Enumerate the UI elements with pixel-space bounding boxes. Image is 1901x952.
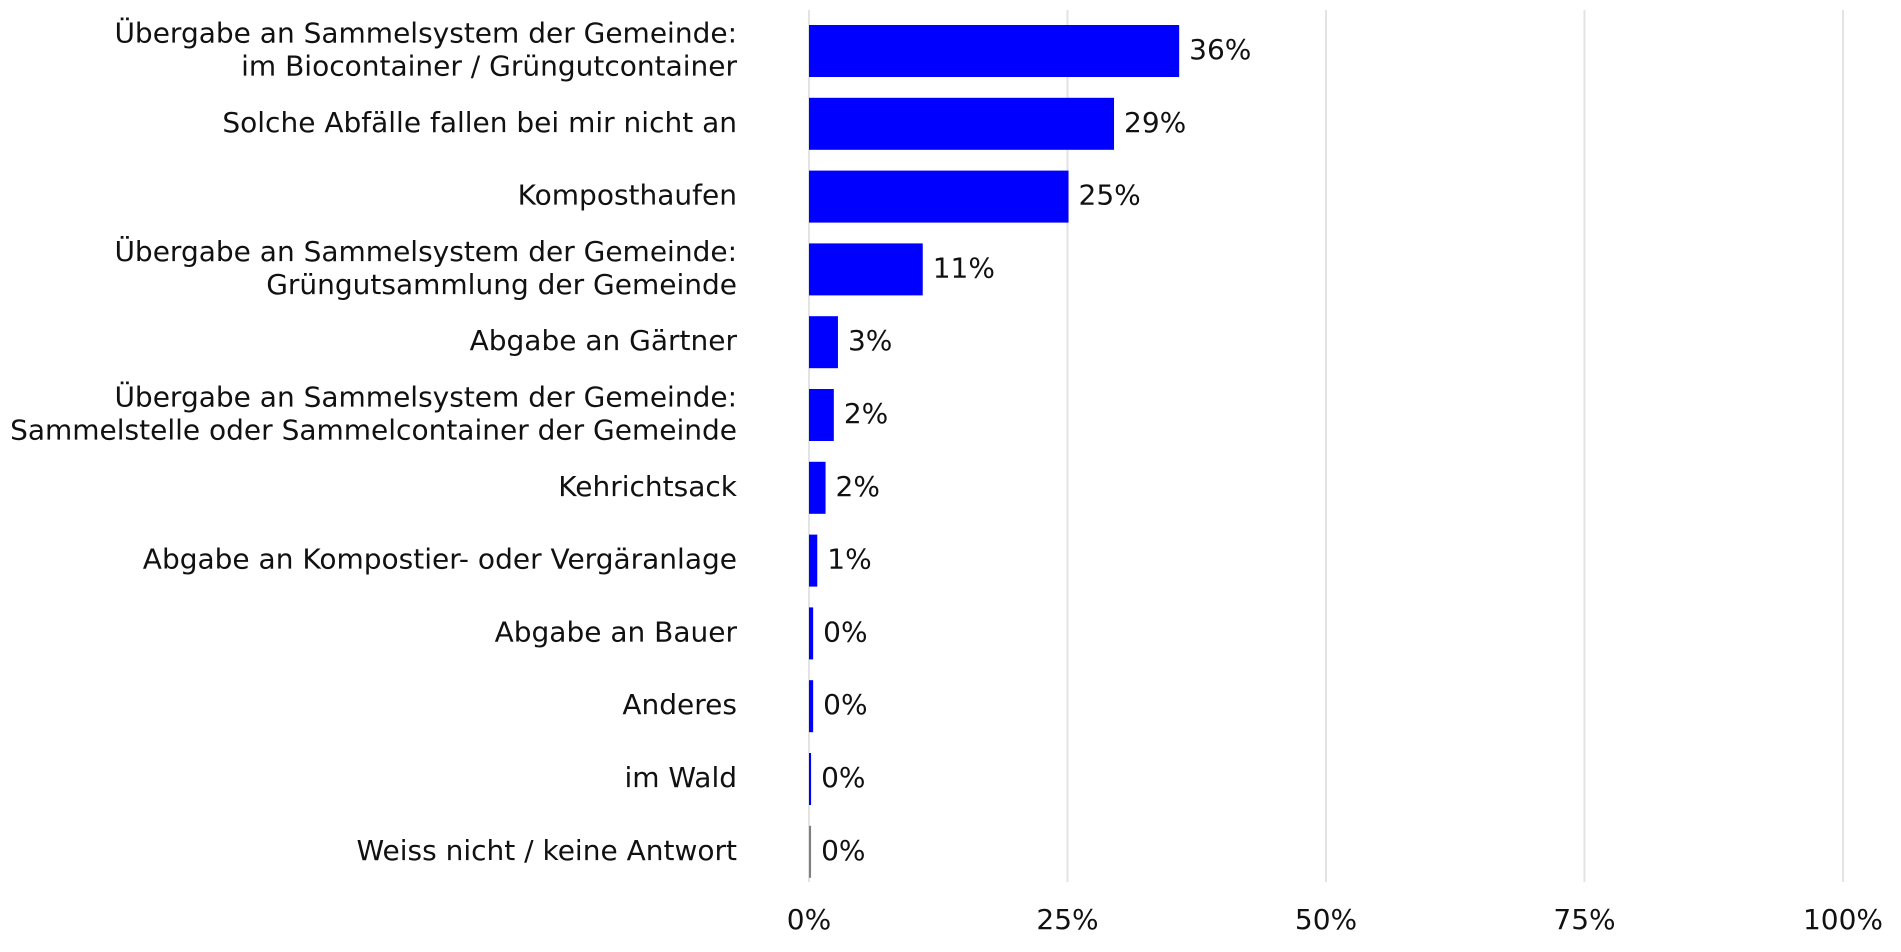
category-label: Solche Abfälle fallen bei mir nicht an (222, 106, 737, 139)
category-label: Abgabe an Gärtner (470, 324, 738, 357)
category-label: Anderes (622, 688, 737, 721)
value-label: 25% (1079, 179, 1141, 212)
value-label: 0% (821, 834, 865, 867)
category-line: Sammelstelle oder Sammelcontainer der Ge… (10, 414, 737, 447)
value-label: 29% (1124, 106, 1186, 139)
category-label: Abgabe an Bauer (495, 615, 738, 648)
bar (809, 316, 838, 369)
value-label: 11% (933, 251, 995, 284)
bar (809, 607, 814, 660)
category-label: Übergabe an Sammelsystem der Gemeinde: im… (114, 16, 737, 83)
category-label: im Wald (624, 761, 737, 794)
category-line: Übergabe an Sammelsystem der Gemeinde: (114, 380, 737, 414)
category-label: Abgabe an Kompostier- oder Vergäranlage (143, 543, 737, 576)
bar (809, 97, 1115, 150)
bar (809, 825, 812, 878)
bar (809, 461, 826, 514)
value-label: 1% (827, 543, 871, 576)
value-label: 2% (844, 397, 888, 430)
x-tick-label: 75% (1553, 903, 1615, 936)
value-label: 2% (836, 470, 880, 503)
bar (809, 680, 814, 733)
category-line: im Biocontainer / Grüngutcontainer (241, 50, 737, 83)
category-label: Kehrichtsack (558, 470, 737, 503)
category-label: Komposthaufen (518, 179, 737, 212)
value-label: 0% (821, 761, 865, 794)
category-label: Übergabe an Sammelsystem der Gemeinde: Sa… (10, 380, 737, 447)
x-tick-label: 0% (787, 903, 831, 936)
value-label: 0% (823, 615, 867, 648)
category-line: Übergabe an Sammelsystem der Gemeinde: (114, 234, 737, 268)
category-label: Übergabe an Sammelsystem der Gemeinde: Gr… (114, 234, 737, 301)
value-label: 36% (1189, 33, 1251, 66)
category-label: Weiss nicht / keine Antwort (356, 834, 737, 867)
bar (809, 25, 1180, 77)
value-label: 0% (823, 688, 867, 721)
category-line: Übergabe an Sammelsystem der Gemeinde: (114, 16, 737, 50)
category-line: Kehrichtsack (558, 470, 737, 503)
x-tick-label: 25% (1036, 903, 1098, 936)
bar (809, 170, 1069, 223)
bar (809, 243, 923, 296)
value-label: 3% (848, 324, 892, 357)
category-line: Grüngutsammlung der Gemeinde (266, 268, 737, 301)
bar (809, 534, 818, 587)
x-tick-label: 100% (1803, 903, 1883, 936)
x-tick-label: 50% (1295, 903, 1357, 936)
category-line: Weiss nicht / keine Antwort (356, 834, 737, 867)
category-line: Solche Abfälle fallen bei mir nicht an (222, 106, 737, 139)
bar (809, 753, 812, 805)
bar (809, 389, 834, 441)
category-line: Abgabe an Bauer (495, 615, 738, 648)
category-line: im Wald (624, 761, 737, 794)
category-line: Abgabe an Gärtner (470, 324, 738, 357)
category-line: Anderes (622, 688, 737, 721)
category-line: Abgabe an Kompostier- oder Vergäranlage (143, 543, 737, 576)
category-line: Komposthaufen (518, 179, 737, 212)
